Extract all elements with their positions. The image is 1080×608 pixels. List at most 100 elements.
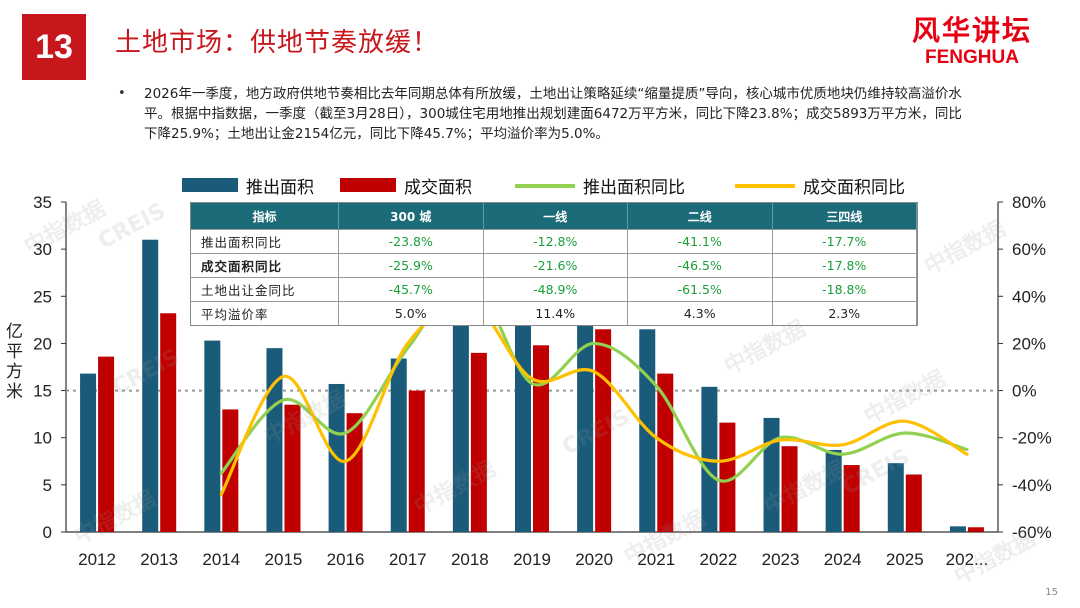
x-axis-tick-label: 2015 <box>265 550 303 569</box>
table-cell: -25.9% <box>338 253 484 278</box>
bullet-text: 2026年一季度，地方政府供地节奏相比去年同期总体有所放缓，土地出让策略延续“缩… <box>144 86 962 142</box>
table-cell: 11.4% <box>483 301 628 325</box>
brand-name-cn: 风华讲坛 <box>911 14 1032 47</box>
table-row-label: 成交面积同比 <box>191 253 339 278</box>
table-header-cell: 三四线 <box>772 203 917 230</box>
table-cell: -17.7% <box>772 229 917 254</box>
x-axis-tick-label: 2014 <box>202 550 240 569</box>
bullet-point: • 2026年一季度，地方政府供地节奏相比去年同期总体有所放缓，土地出让策略延续… <box>118 84 962 144</box>
x-axis-tick-label: 2024 <box>824 550 862 569</box>
x-axis-tick-label: 2025 <box>886 550 924 569</box>
bar-supply <box>577 324 594 532</box>
bar-supply <box>763 417 780 532</box>
left-axis-tick-label: 30 <box>33 240 52 259</box>
x-axis-tick-label: 2016 <box>327 550 365 569</box>
table-row: 平均溢价率 5.0% 11.4% 4.3% 2.3% <box>191 301 917 325</box>
bar-supply <box>204 340 221 532</box>
bar-transaction <box>98 356 115 532</box>
bar-supply <box>452 324 469 532</box>
right-axis-tick-label: 20% <box>1012 334 1046 353</box>
x-axis-tick-label: 2022 <box>699 550 737 569</box>
table-row-label: 平均溢价率 <box>191 301 339 325</box>
bar-supply <box>825 449 842 532</box>
page-title: 土地市场：供地节奏放缓！ <box>115 28 440 58</box>
table-header-cell: 指标 <box>191 203 339 230</box>
table-header-cell: 二线 <box>627 203 773 230</box>
slide-number-badge: 13 <box>22 14 86 80</box>
table-row: 土地出让金同比 -45.7% -48.9% -61.5% -18.8% <box>191 277 917 302</box>
x-axis-tick-label: 2013 <box>140 550 178 569</box>
table-cell: -12.8% <box>483 229 628 254</box>
bar-transaction <box>595 329 612 532</box>
brand-name-en: FENGHUA <box>925 47 1019 68</box>
table-cell: -41.1% <box>627 229 773 254</box>
bar-supply <box>390 358 407 532</box>
bar-transaction <box>905 474 922 532</box>
right-axis-tick-label: -20% <box>1012 429 1052 448</box>
table-cell: -17.8% <box>772 253 917 278</box>
bar-supply <box>80 373 97 532</box>
line-transaction-yoy <box>219 298 969 496</box>
table-header-cell: 300 城 <box>338 203 484 230</box>
bar-supply <box>949 526 966 532</box>
bar-transaction <box>657 373 674 532</box>
left-axis-label: 亿平方米 <box>6 322 23 402</box>
legend-label: 成交面积同比 <box>803 178 905 198</box>
bar-transaction <box>346 413 363 532</box>
table-cell: -18.8% <box>772 277 917 302</box>
table-row: 推出面积同比 -23.8% -12.8% -41.1% -17.7% <box>191 229 917 254</box>
table-header-row: 指标 300 城一线 二线 三四线 <box>191 203 917 230</box>
bar-transaction <box>967 527 984 532</box>
bar-supply <box>142 239 159 532</box>
data-table: 指标 300 城一线 二线 三四线 推出面积同比 -23.8% -12.8% -41.1% -… <box>190 202 918 326</box>
x-axis-tick-label: 2019 <box>513 550 551 569</box>
right-axis-tick-label: 0% <box>1012 382 1037 401</box>
table-row-label: 推出面积同比 <box>191 229 339 254</box>
legend-label: 推出面积同比 <box>583 178 685 198</box>
x-axis-tick-label: 2018 <box>451 550 489 569</box>
x-axis-tick-label: 2017 <box>389 550 427 569</box>
table-row-label: 土地出让金同比 <box>191 277 339 302</box>
bar-transaction <box>160 313 177 532</box>
table-cell: -21.6% <box>483 253 628 278</box>
bar-supply <box>887 463 904 532</box>
line-supply-yoy <box>219 275 969 483</box>
table-cell: 4.3% <box>627 301 773 325</box>
bar-transaction <box>408 390 425 532</box>
legend-label: 成交面积 <box>404 178 472 198</box>
page-number: 15 <box>1045 587 1058 598</box>
bar-transaction <box>533 345 549 532</box>
table-body: 推出面积同比 -23.8% -12.8% -41.1% -17.7% 成交面积同比 -25.… <box>191 229 917 325</box>
left-axis-tick-label: 35 <box>33 193 52 212</box>
left-axis-tick-label: 0 <box>43 523 52 542</box>
table-cell: -45.7% <box>338 277 484 302</box>
table-cell: -48.9% <box>483 277 628 302</box>
bar-supply <box>266 348 283 532</box>
table-cell: -46.5% <box>627 253 773 278</box>
right-axis-tick-label: -60% <box>1012 523 1052 542</box>
legend-swatch <box>340 178 396 192</box>
left-axis-tick-label: 15 <box>33 382 52 401</box>
slide-number: 13 <box>35 27 73 66</box>
right-axis-tick-label: -40% <box>1012 476 1052 495</box>
x-axis-tick-label: 2012 <box>78 550 116 569</box>
bullet-icon: • <box>118 86 126 101</box>
x-axis-tick-label: 2023 <box>762 550 800 569</box>
left-axis-tick-label: 10 <box>33 429 52 448</box>
left-axis-tick-label: 25 <box>33 287 52 306</box>
bar-supply <box>515 324 531 532</box>
table-cell: 2.3% <box>772 301 917 325</box>
left-axis-tick-label: 20 <box>33 334 52 353</box>
legend-label: 推出面积 <box>246 178 314 198</box>
bar-transaction <box>284 404 301 532</box>
brand-logo: 风华讲坛 FENGHUA <box>892 14 1052 68</box>
left-axis-tick-label: 5 <box>43 476 52 495</box>
right-axis-tick-label: 60% <box>1012 240 1046 259</box>
right-axis-tick-label: 80% <box>1012 193 1046 212</box>
table-header-cell: 一线 <box>483 203 628 230</box>
table-row: 成交面积同比 -25.9% -21.6% -46.5% -17.8% <box>191 253 917 278</box>
bar-transaction <box>781 446 798 532</box>
right-axis-tick-label: 40% <box>1012 287 1046 306</box>
x-axis-tick-label: 202... <box>946 550 989 569</box>
